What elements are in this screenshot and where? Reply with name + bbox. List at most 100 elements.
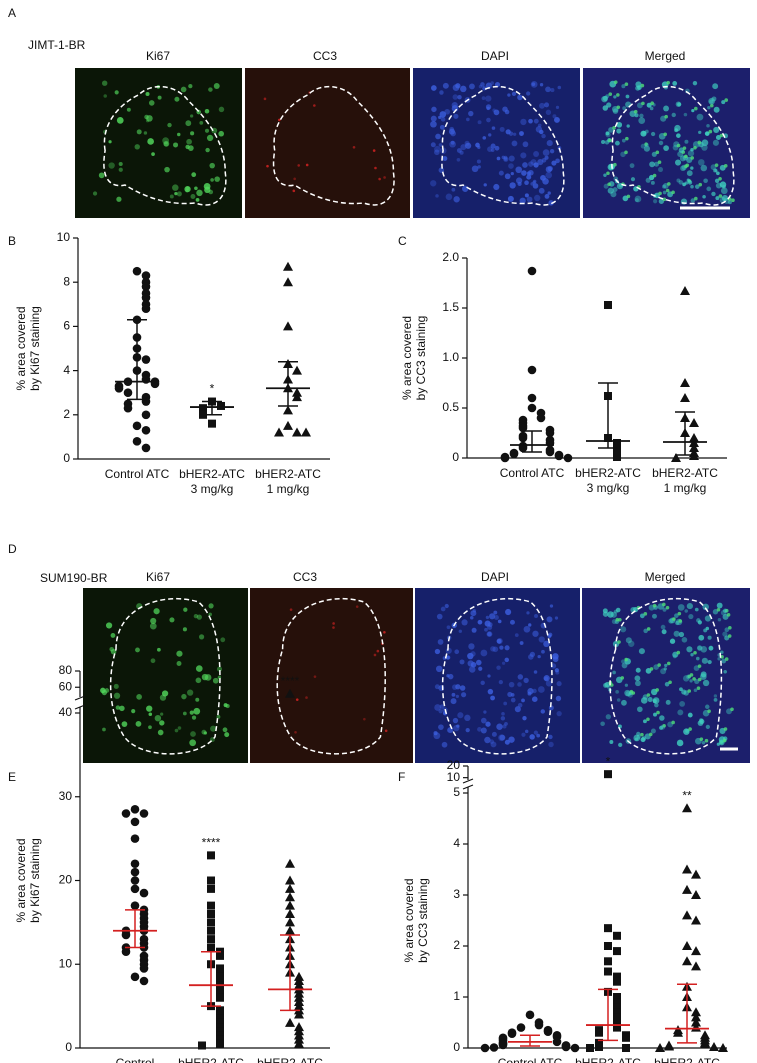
cell: [672, 654, 677, 659]
cell: [549, 604, 554, 608]
cell: [633, 109, 638, 114]
cell: [489, 739, 495, 744]
cell: [656, 710, 660, 715]
cell: [496, 638, 502, 644]
cell: [605, 131, 610, 136]
cell: [694, 106, 698, 111]
cell: [665, 605, 670, 610]
cell: [535, 126, 543, 133]
cell: [621, 138, 626, 143]
x-tick-label: bHER2-ATC: [179, 467, 245, 481]
cell: [293, 177, 296, 181]
data-point: [132, 437, 142, 446]
cell: [483, 710, 487, 714]
cell: [352, 146, 356, 149]
cell: [116, 117, 124, 124]
data-point: [518, 423, 528, 433]
cell: [486, 106, 490, 111]
cell: [635, 680, 641, 687]
cell: [475, 142, 480, 148]
cell: [711, 191, 716, 197]
cell: [208, 87, 213, 92]
cell: [147, 138, 154, 145]
channel-label: Merged: [645, 49, 686, 63]
cell: [544, 155, 549, 160]
cell: [707, 105, 711, 110]
x-tick-label: bHER2-ATC: [652, 466, 718, 480]
cell: [150, 617, 157, 625]
cell: [105, 622, 113, 629]
cell: [702, 603, 710, 611]
cell: [519, 131, 524, 136]
panel-label: B: [8, 234, 16, 248]
x-tick-label: bHER2-ATC: [575, 1056, 641, 1063]
cell: [538, 187, 545, 194]
cell: [496, 637, 503, 644]
cell: [501, 155, 506, 160]
data-point: [283, 405, 293, 415]
cell: [508, 736, 515, 743]
cell: [431, 106, 437, 113]
cell: [664, 663, 668, 668]
cell: [433, 732, 441, 740]
cell: [719, 133, 724, 138]
data-point: [613, 931, 621, 940]
cell: [522, 162, 528, 168]
cell: [491, 731, 497, 737]
cell: [608, 138, 612, 143]
y-tick-label: 30: [59, 789, 73, 803]
cell: [195, 677, 202, 684]
data-point: [691, 915, 701, 925]
data-point: [217, 401, 225, 410]
cell: [636, 731, 641, 737]
micrograph: [83, 588, 248, 763]
cell: [523, 677, 529, 684]
data-point: [141, 271, 151, 280]
cell: [444, 108, 451, 115]
cell: [557, 85, 562, 90]
cell: [700, 164, 708, 172]
cell: [438, 709, 443, 714]
cell: [467, 660, 474, 667]
cell: [649, 106, 654, 111]
cell: [638, 648, 645, 655]
cell: [639, 613, 645, 619]
cell: [609, 683, 614, 687]
data-point: [216, 1010, 224, 1019]
cell: [503, 701, 508, 706]
cell: [496, 665, 501, 670]
cell: [687, 712, 693, 718]
cell: [452, 684, 458, 690]
cell: [694, 196, 698, 201]
cell: [650, 180, 655, 185]
cell: [465, 142, 472, 149]
data-point: [139, 809, 149, 818]
cell: [720, 187, 728, 195]
cell: [195, 665, 203, 672]
cell: [510, 619, 515, 625]
cell: [451, 692, 456, 697]
cell: [701, 740, 706, 745]
cell: [617, 640, 621, 644]
cell: [674, 128, 679, 133]
cell: [464, 140, 470, 146]
cell: [643, 612, 648, 616]
cell: [519, 197, 526, 204]
cell: [174, 192, 178, 196]
cell: [484, 736, 491, 744]
channel-label: Merged: [645, 570, 686, 584]
data-point: [570, 1043, 580, 1053]
cell: [151, 152, 155, 156]
cell: [728, 200, 732, 205]
data-point: [622, 1044, 630, 1052]
cell: [551, 160, 557, 166]
cell: [666, 80, 670, 85]
cell: [363, 717, 366, 721]
cell: [620, 676, 625, 680]
data-point: [525, 1010, 535, 1020]
cell: [642, 131, 647, 135]
cell: [703, 178, 708, 184]
cell: [453, 113, 459, 119]
cell: [176, 650, 183, 657]
cell: [686, 170, 693, 177]
